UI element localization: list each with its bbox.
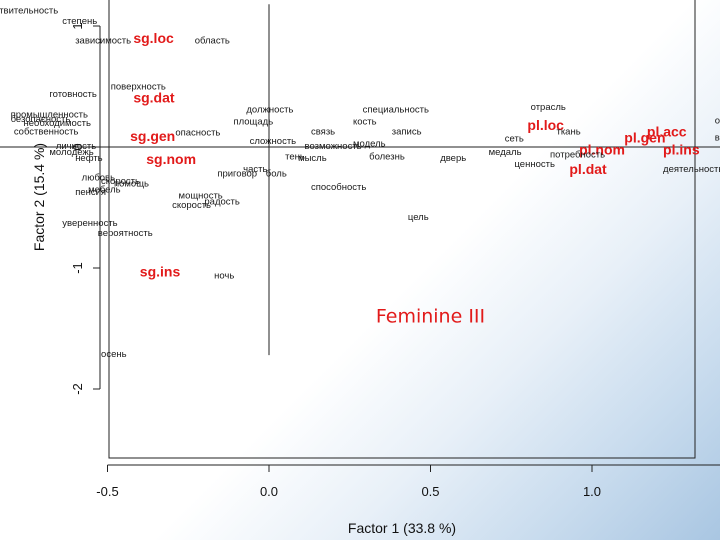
noun-label: отрасль	[531, 102, 566, 113]
noun-label: уверенность	[62, 218, 117, 229]
x-tick-label: 1.0	[583, 484, 601, 499]
noun-label: личность	[56, 141, 96, 152]
noun-label: медаль	[489, 147, 522, 158]
noun-label: потребность	[550, 149, 605, 160]
noun-label: приговор	[217, 169, 257, 180]
noun-label: болезнь	[369, 152, 405, 163]
y-tick-label: 0	[70, 143, 85, 150]
case-label: pl.loc	[527, 117, 564, 133]
case-label: sg.loc	[133, 30, 174, 46]
x-tick-label: -0.5	[96, 484, 118, 499]
chart-annotation: Feminine III	[376, 305, 485, 327]
noun-label: связь	[311, 126, 335, 137]
noun-label: нефть	[75, 153, 102, 164]
noun-label: возможность	[305, 141, 362, 152]
noun-label: модель	[353, 138, 386, 149]
noun-label: скорость	[101, 176, 140, 187]
noun-label: деятельность	[663, 164, 720, 175]
noun-label: цель	[408, 212, 429, 223]
noun-label: помощь	[114, 178, 149, 189]
noun-label: безопасность	[11, 114, 71, 125]
noun-label: область	[195, 36, 230, 47]
case-label: sg.ins	[140, 264, 181, 280]
case-label: pl.acc	[647, 123, 687, 139]
noun-label: обязанность	[715, 115, 720, 126]
noun-label: любовь	[82, 172, 115, 183]
case-label: pl.nom	[579, 141, 625, 157]
noun-label: мебель	[88, 184, 121, 195]
noun-label: пенсия	[75, 187, 106, 198]
noun-label: ночь	[214, 270, 234, 281]
noun-label: вещь	[715, 132, 720, 143]
noun-label: часть	[243, 164, 267, 175]
noun-label: тень	[285, 152, 305, 163]
case-label: sg.dat	[133, 89, 175, 105]
x-axis-label: Factor 1 (33.8 %)	[348, 520, 456, 536]
noun-label: кость	[353, 117, 377, 128]
noun-label: необходимость	[24, 118, 91, 129]
noun-label: поверхность	[111, 82, 166, 93]
case-label: pl.dat	[569, 161, 607, 177]
noun-label: мысль	[298, 153, 327, 164]
noun-label: вероятность	[98, 228, 153, 239]
y-axis-label: Factor 2 (15.4 %)	[31, 143, 47, 251]
noun-label: площадь	[233, 117, 273, 128]
noun-label: мощность	[179, 190, 223, 201]
noun-label: сложность	[250, 136, 297, 147]
y-tick-label: -1	[70, 262, 85, 274]
noun-label: зависимость	[75, 36, 131, 47]
noun-label: собственность	[14, 126, 79, 137]
noun-label: опасность	[175, 127, 220, 138]
x-tick-label: 0.0	[260, 484, 278, 499]
noun-label: ткань	[556, 126, 580, 137]
case-label: sg.nom	[146, 151, 196, 167]
case-label: sg.gen	[130, 128, 175, 144]
noun-label: сеть	[505, 134, 524, 145]
noun-label: осень	[101, 349, 127, 360]
noun-label: способность	[311, 182, 366, 193]
noun-label: ценность	[514, 159, 554, 170]
y-tick-label: 1	[70, 22, 85, 29]
noun-label: дверь	[440, 153, 466, 164]
y-tick-label: -2	[70, 383, 85, 395]
noun-label: скорость	[172, 200, 211, 211]
plot-frame	[108, 0, 696, 459]
noun-label: радость	[204, 196, 239, 207]
case-label: pl.gen	[624, 129, 665, 145]
x-tick-label: 0.5	[421, 484, 439, 499]
noun-label: специальность	[363, 104, 429, 115]
case-label: pl.ins	[663, 141, 700, 157]
noun-label: готовность	[49, 89, 97, 100]
noun-label: промышленность	[11, 109, 88, 120]
noun-label: боль	[266, 169, 287, 180]
noun-label: действительность	[0, 5, 58, 16]
noun-label: молодежь	[49, 147, 93, 158]
noun-label: степень	[62, 16, 97, 27]
noun-label: запись	[392, 126, 422, 137]
noun-label: должность	[246, 104, 293, 115]
